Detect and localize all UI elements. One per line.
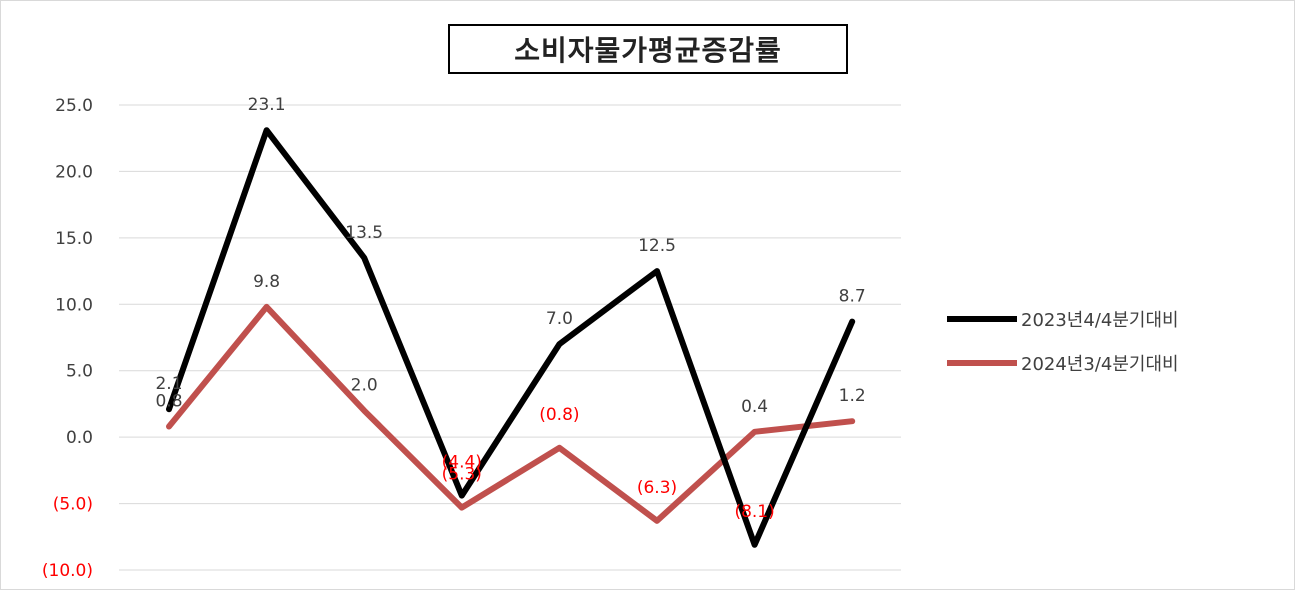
y-tick-label: 0.0 bbox=[66, 428, 93, 448]
y-tick-label: 25.0 bbox=[55, 96, 93, 116]
legend-swatch-2024 bbox=[947, 360, 1017, 366]
y-tick-label: 20.0 bbox=[55, 162, 93, 182]
data-label-2024: (5.3) bbox=[442, 465, 482, 485]
data-label-2023: 8.7 bbox=[839, 287, 866, 307]
data-label-2024: 9.8 bbox=[253, 272, 280, 292]
chart-title: 소비자물가평균증감률 bbox=[514, 34, 782, 67]
y-tick-label: (5.0) bbox=[53, 495, 93, 515]
data-label-2023: 2.1 bbox=[155, 374, 182, 394]
legend-label-2024: 2024년3/4분기대비 bbox=[1021, 354, 1179, 375]
chart-title-box: 소비자물가평균증감률 bbox=[448, 24, 848, 74]
y-tick-label: (10.0) bbox=[42, 561, 93, 581]
data-label-2023: (8.1) bbox=[734, 502, 774, 522]
series-line-2024 bbox=[166, 303, 856, 524]
data-label-2024: 0.8 bbox=[155, 392, 182, 412]
data-label-2024: (6.3) bbox=[637, 478, 677, 498]
data-label-2023: 13.5 bbox=[345, 223, 383, 243]
data-label-2024: 1.2 bbox=[839, 386, 866, 406]
chart-legend: 2023년4/4분기대비 2024년3/4분기대비 bbox=[947, 297, 1179, 385]
data-label-2023: 12.5 bbox=[638, 236, 676, 256]
data-label-2023: (4.4) bbox=[442, 453, 482, 473]
legend-label-2023: 2023년4/4분기대비 bbox=[1021, 310, 1179, 331]
legend-item-2023: 2023년4/4분기대비 bbox=[947, 297, 1179, 341]
data-label-2023: 7.0 bbox=[546, 309, 573, 329]
series-line-2023 bbox=[166, 127, 856, 548]
y-tick-label: 15.0 bbox=[55, 229, 93, 249]
y-tick-label: 10.0 bbox=[55, 295, 93, 315]
data-label-2024: 2.0 bbox=[351, 376, 378, 396]
data-label-2024: (0.8) bbox=[539, 405, 579, 425]
y-tick-label: 5.0 bbox=[66, 362, 93, 382]
legend-swatch-2023 bbox=[947, 316, 1017, 322]
data-label-2023: 23.1 bbox=[248, 95, 286, 115]
data-label-2024: 0.4 bbox=[741, 397, 768, 417]
legend-item-2024: 2024년3/4분기대비 bbox=[947, 341, 1179, 385]
